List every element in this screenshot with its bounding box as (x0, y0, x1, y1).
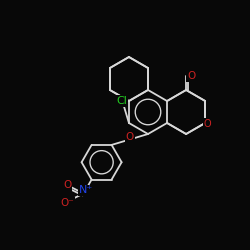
Text: O: O (203, 119, 211, 129)
Text: O⁻: O⁻ (60, 198, 74, 208)
Text: O: O (63, 180, 71, 190)
Text: O: O (126, 132, 134, 142)
Text: O: O (187, 71, 195, 81)
Text: Cl: Cl (116, 96, 127, 106)
Text: N⁺: N⁺ (78, 186, 93, 196)
